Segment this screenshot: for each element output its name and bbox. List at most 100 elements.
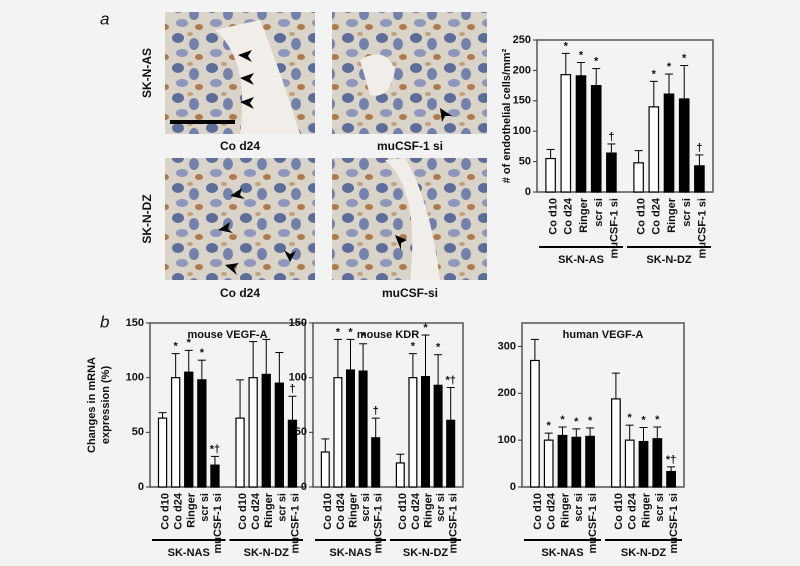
significance-mark: * [574,416,579,428]
x-tick-label: Ringer [666,197,678,233]
significance-mark: *† [445,374,455,386]
x-tick-label: Co d10 [237,493,249,530]
significance-mark: * [588,415,593,427]
bar [652,438,663,488]
x-tick-label: Ringer [263,492,275,528]
significance-mark: * [641,414,646,426]
bar [420,375,431,488]
bar [663,93,675,193]
bar [648,106,660,193]
x-tick-label: Co d24 [651,197,663,235]
bar [170,377,181,488]
image-caption: Co d24 [220,286,260,300]
bar [395,462,405,488]
significance-mark: * [187,337,192,349]
bar [320,451,330,488]
bar [560,74,572,193]
significance-mark: * [579,49,584,61]
y-tick-label: 50 [519,156,531,168]
group-label: SK-N-AS [558,254,604,266]
chart-title: mouse KDR [357,329,419,341]
y-axis-label: Changes in mRNA [86,357,98,453]
significance-mark: * [560,414,565,426]
micrograph-lumen [385,158,440,280]
x-tick-label: Co d10 [636,198,648,235]
y-axis-label: # of endothelial cells/mm² [501,48,513,183]
x-tick-label: muCSF-1 si [668,493,680,554]
y-tick-label: 200 [498,387,516,399]
y-tick-label: 0 [525,186,531,198]
x-tick-label: Co d24 [335,492,347,530]
bar [261,373,271,488]
y-tick-label: 150 [513,95,531,107]
significance-mark: * [348,326,353,338]
x-tick-label: muCSF-1 si [373,493,385,554]
significance-mark: † [608,131,614,143]
significance-mark: * [361,331,366,343]
y-tick-label: 100 [513,125,531,137]
x-tick-label: Co d10 [322,493,334,530]
micrograph [165,158,315,280]
x-tick-label: muCSF-1 si [608,198,620,259]
significance-mark: * [336,326,341,338]
significance-mark: * [667,61,672,73]
x-tick-label: muCSF-1 si [289,493,301,554]
bar [210,464,220,488]
significance-mark: * [436,342,441,354]
y-tick-label: 0 [301,481,307,493]
significance-mark: * [564,40,569,52]
y-tick-label: 50 [295,426,307,438]
bar [184,371,194,488]
group-label: SK-NAS [329,547,371,559]
x-tick-label: Co d24 [546,492,558,530]
bar [633,162,644,193]
x-tick-label: Ringer [559,492,571,528]
y-tick-label: 50 [132,426,144,438]
bar [530,359,540,488]
significance-mark: * [628,412,633,424]
x-tick-label: Ringer [347,492,359,528]
y-tick-label: 150 [126,317,144,329]
significance-mark: * [655,414,660,426]
bar [274,382,285,488]
bar [197,379,207,488]
bar [611,398,621,488]
x-tick-label: Co d24 [250,492,262,530]
y-tick-label: 100 [289,372,307,384]
x-tick-label: scr si [681,198,693,227]
bar [606,152,617,193]
bar [590,84,602,193]
x-tick-label: Co d10 [397,493,409,530]
y-tick-label: 250 [513,34,531,46]
significance-mark: * [652,68,657,80]
bar [248,377,258,488]
bar [157,417,168,488]
arrowheads [218,50,452,275]
panel-letter: a [100,9,109,28]
bar [235,417,245,488]
x-tick-label: Ringer [422,492,434,528]
significance-mark: † [696,142,702,154]
significance-mark: * [411,341,416,353]
image-caption: muCSF-si [382,286,438,300]
micrograph-lumen [360,54,395,96]
y-axis-label: expression (%) [100,366,112,445]
bar [358,370,368,488]
significance-mark: * [547,420,552,432]
bar [666,470,676,488]
x-tick-label: scr si [199,493,211,522]
panel-letter: b [100,312,109,331]
y-tick-label: 0 [510,481,516,493]
bar [585,435,595,488]
y-tick-label: 300 [498,340,516,352]
significance-mark: * [594,55,599,67]
x-tick-label: Co d24 [173,492,185,530]
x-tick-label: Co d10 [548,198,560,235]
group-label: SK-NAS [168,547,210,559]
x-tick-label: muCSF-1 si [212,493,224,554]
bar [638,440,649,488]
x-tick-label: Ringer [640,492,652,528]
y-tick-label: 200 [513,64,531,76]
group-label: SK-N-DZ [403,547,448,559]
